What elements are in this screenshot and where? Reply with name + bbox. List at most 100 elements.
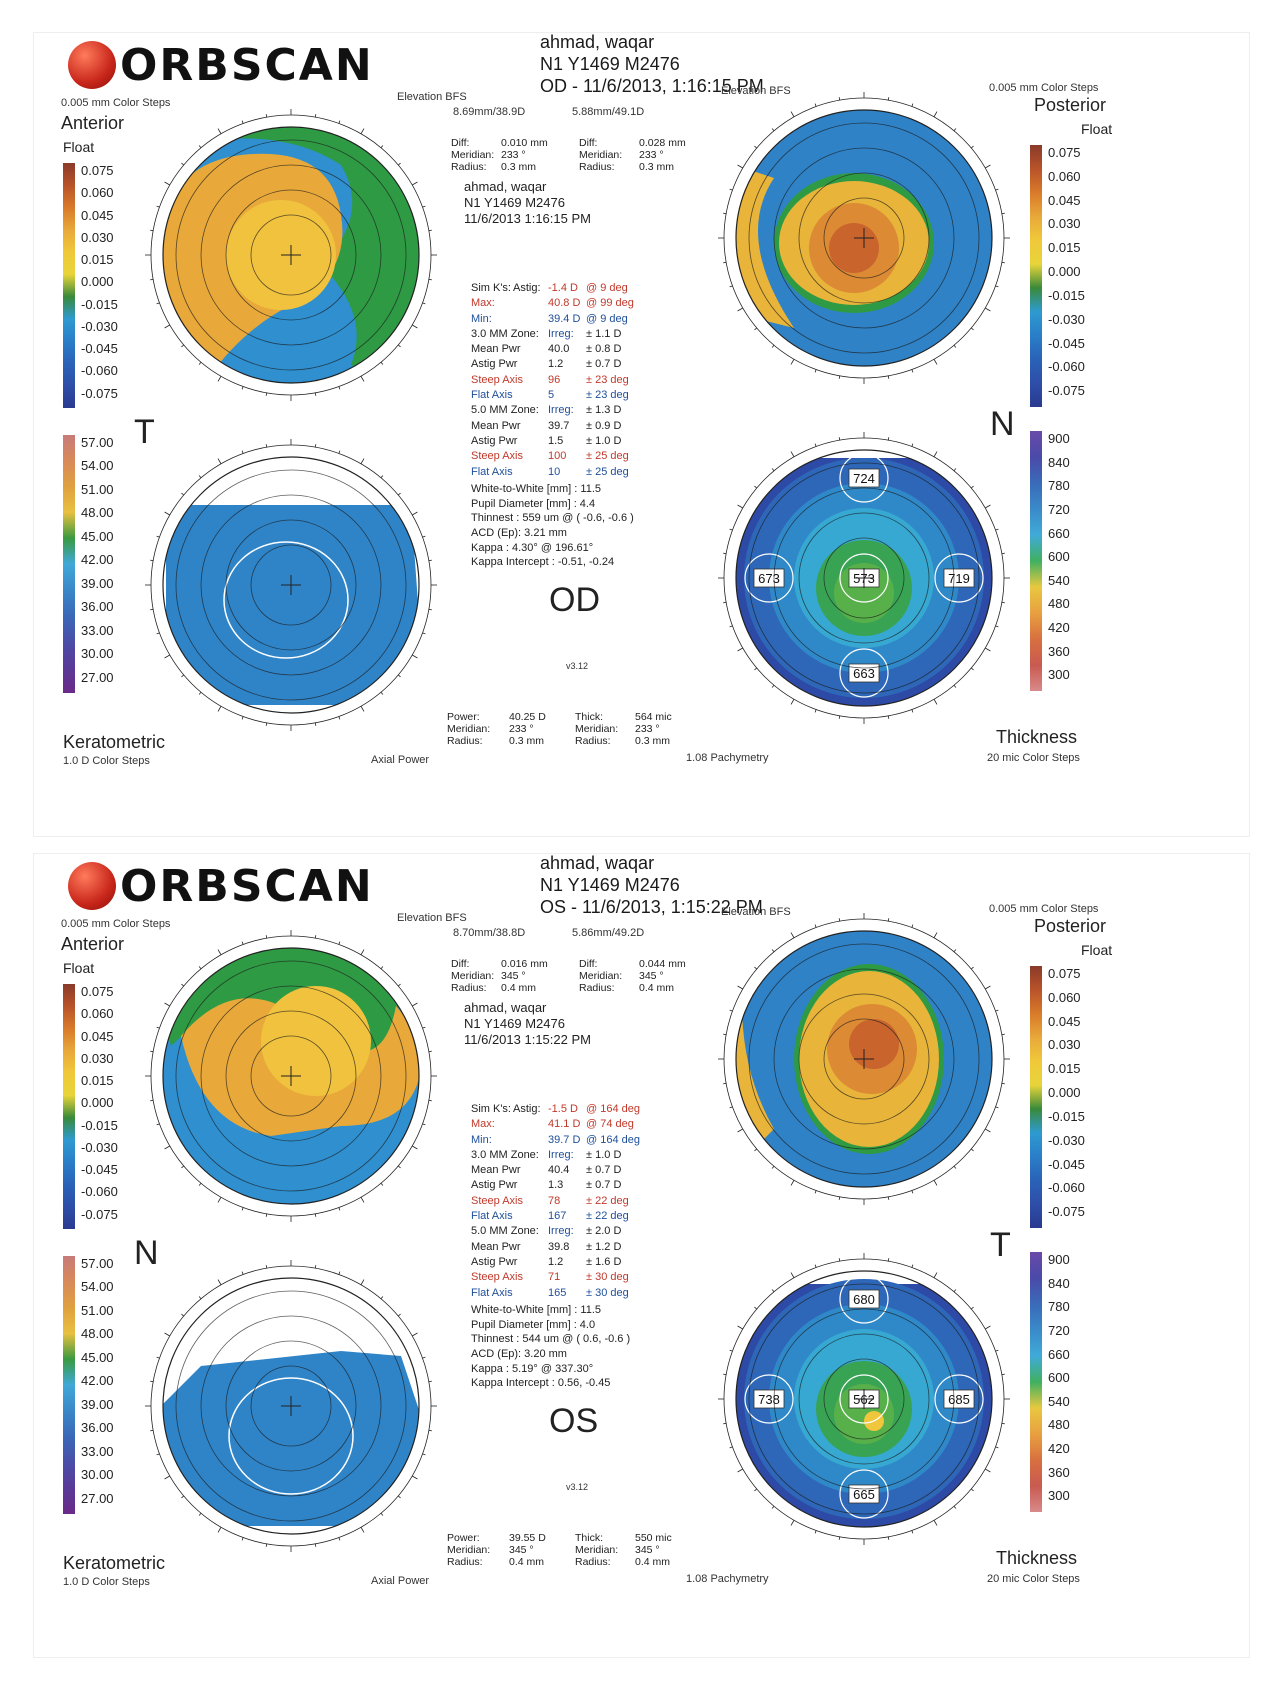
scale-label: 30.00 <box>81 646 114 662</box>
color-steps-left: 0.005 mm Color Steps <box>61 918 171 930</box>
color-steps-right: 0.005 mm Color Steps <box>989 82 1099 94</box>
patient-id: N1 Y1469 M2476 <box>540 54 680 74</box>
float-scale-left: 0.075 0.060 0.045 0.030 0.015 0.000 -0.015 -0.0… <box>63 163 153 408</box>
orientation-letter-left: T <box>134 413 155 451</box>
bottom-thickness-values: Thick: 550 mic Meridian: 345 ° Radius: 0.4 … <box>575 1532 672 1568</box>
bfs-posterior: 5.88mm/49.1D <box>572 106 645 118</box>
patient-block-mid: ahmad, waqar N1 Y1469 M2476 11/6/2013 1:15… <box>464 1000 591 1047</box>
pachy-point-bottom: 665 <box>839 1469 889 1519</box>
scale-label: 45.00 <box>81 528 114 544</box>
scale-label: 51.00 <box>81 481 114 497</box>
scale-label: 54.00 <box>81 458 114 474</box>
scale-label: 0.015 <box>81 1073 114 1089</box>
scale-label: 0.000 <box>81 1095 114 1111</box>
scale-label: 36.00 <box>81 599 114 615</box>
scale-label: 0.000 <box>1048 264 1081 280</box>
scale-label: 48.00 <box>81 505 114 521</box>
elevation-bfs-left: Elevation BFS <box>397 91 467 103</box>
logo-wordmark: ORBSCAN <box>120 39 374 91</box>
patient-name: ahmad, waqar <box>540 32 655 52</box>
scale-label: -0.075 <box>1048 1204 1085 1220</box>
axial-power-label: Axial Power <box>371 1575 430 1587</box>
scale-label: 0.075 <box>1048 966 1081 981</box>
scale-label: 420 <box>1048 1441 1070 1457</box>
scale-label: 660 <box>1048 525 1070 541</box>
scale-label: 51.00 <box>81 1302 114 1318</box>
scale-label: 0.030 <box>81 229 114 245</box>
keratometric-scale: 57.00 54.00 51.00 48.00 45.00 42.00 39.00 36.00… <box>63 435 153 693</box>
scale-label: -0.045 <box>81 341 118 357</box>
scale-label: 42.00 <box>81 552 114 568</box>
scale-label: -0.045 <box>1048 1156 1085 1172</box>
scale-label: -0.060 <box>1048 359 1085 375</box>
color-scale-bar <box>1030 966 1042 1228</box>
scale-label: 36.00 <box>81 1420 114 1436</box>
scale-label: 27.00 <box>81 669 114 685</box>
axial-power-label: Axial Power <box>371 754 430 766</box>
pachy-value-left: 738 <box>758 1392 780 1407</box>
scale-label: 30.00 <box>81 1467 114 1483</box>
zone5-flat: Flat Axis 165 ± 30 deg <box>471 1286 629 1299</box>
scale-label: 540 <box>1048 572 1070 588</box>
scale-label: 33.00 <box>81 622 114 638</box>
pachymetry-label: 1.08 Pachymetry <box>686 1573 769 1585</box>
scale-label: -0.045 <box>81 1162 118 1178</box>
simk-max-row: Max: 40.8 D @ 99 deg <box>471 297 634 310</box>
pachymetry-label: 1.08 Pachymetry <box>686 752 769 764</box>
color-scale-bar <box>63 435 75 693</box>
scale-label: 0.045 <box>81 1028 114 1044</box>
float-scale-right: 0.075 0.060 0.045 0.030 0.015 0.000 -0.015 -0.0… <box>1030 145 1120 407</box>
logo-ball-icon <box>68 862 116 910</box>
orientation-letter-right: T <box>990 1226 1011 1264</box>
float-left-title: Float <box>63 139 95 155</box>
elevation-bfs-left: Elevation BFS <box>397 912 467 924</box>
zone5-header: 5.0 MM Zone: Irreg: ± 1.3 D <box>471 404 622 417</box>
scale-label: -0.030 <box>81 318 118 334</box>
patient-header: ahmad, waqar N1 Y1469 M2476 OS - 11/6/20… <box>540 852 763 918</box>
logo-ball-icon <box>68 41 116 89</box>
scale-label: 480 <box>1048 1417 1070 1433</box>
scale-label: 720 <box>1048 501 1070 517</box>
scale-label: 360 <box>1048 643 1070 659</box>
scale-label: 27.00 <box>81 1490 114 1506</box>
sim-k-stats: Sim K's: Astig: -1.4 D @ 9 deg Max: 40.8 D @ … <box>471 281 711 570</box>
kerat-color-steps: 1.0 D Color Steps <box>63 755 150 767</box>
scale-label: 720 <box>1048 1322 1070 1338</box>
zone5-mean: Mean Pwr 39.8 ± 1.2 D <box>471 1240 622 1253</box>
scale-label: 39.00 <box>81 575 114 591</box>
eye-label: OD <box>549 581 600 619</box>
zone3-flat: Flat Axis 5 ± 23 deg <box>471 389 629 402</box>
thickness-title: Thickness <box>996 727 1078 747</box>
zone5-steep: Steep Axis 71 ± 30 deg <box>471 1271 629 1284</box>
float-right-title: Float <box>1081 942 1113 958</box>
float-scale-right: 0.075 0.060 0.045 0.030 0.015 0.000 -0.015 -0.0… <box>1030 966 1120 1228</box>
zone5-header: 5.0 MM Zone: Irreg: ± 2.0 D <box>471 1225 622 1238</box>
patient-id: N1 Y1469 M2476 <box>540 875 680 895</box>
diff-posterior: Diff: 0.028 mm Meridian: 233 ° Radius: 0.3 … <box>579 137 686 173</box>
exam-line: OD - 11/6/2013, 1:16:15 PM <box>540 76 764 96</box>
scale-label: 840 <box>1048 1275 1070 1291</box>
orbscan-logo: ORBSCAN <box>68 39 374 91</box>
pachy-value-right: 719 <box>948 571 970 586</box>
scale-label: -0.030 <box>1048 311 1085 327</box>
scale-label: 0.030 <box>81 1050 114 1066</box>
scale-label: -0.060 <box>81 363 118 379</box>
scale-label: 0.000 <box>1048 1085 1081 1101</box>
simk-astig-row: Sim K's: Astig: -1.4 D @ 9 deg <box>471 282 628 294</box>
scale-label: 480 <box>1048 596 1070 612</box>
scale-label: 48.00 <box>81 1326 114 1342</box>
orbscan-logo: ORBSCAN <box>68 860 374 912</box>
scale-label: -0.015 <box>1048 287 1085 303</box>
scale-label: 33.00 <box>81 1443 114 1459</box>
pachy-point-bottom: 663 <box>839 648 889 698</box>
color-scale-bar <box>63 163 75 408</box>
posterior-title: Posterior <box>1034 916 1107 936</box>
orientation-letter-right: N <box>990 405 1015 443</box>
misc-measurements: White-to-White [mm] : 11.5 Pupil Diameter… <box>471 1303 631 1390</box>
scale-label: 600 <box>1048 1370 1070 1386</box>
scale-label: 54.00 <box>81 1279 114 1295</box>
version: v3.12 <box>566 661 589 671</box>
zone3-astig: Astig Pwr 1.3 ± 0.7 D <box>471 1179 622 1192</box>
thickness-scale: 900 840 780 720 660 600 540 480 420 360 300 <box>1030 431 1120 691</box>
scale-label: -0.030 <box>1048 1132 1085 1148</box>
